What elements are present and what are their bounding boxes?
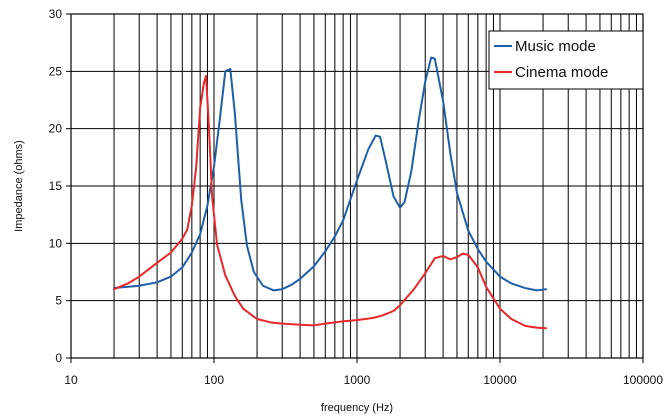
y-tick-label: 20 xyxy=(49,122,63,136)
x-tick-label: 10 xyxy=(64,373,78,387)
y-tick-label: 25 xyxy=(49,64,63,78)
axis-ticks: 0 5 10 15 20 25 30 10 100 1000 10000 100000 xyxy=(49,7,664,387)
x-tick-label: 100000 xyxy=(623,373,663,387)
x-tick-label: 100 xyxy=(204,373,224,387)
series-lines xyxy=(113,56,548,330)
y-tick-label: 15 xyxy=(49,179,63,193)
legend: Music mode Cinema mode xyxy=(488,30,644,90)
legend-box xyxy=(488,30,644,90)
y-tick-label: 30 xyxy=(49,7,63,21)
y-tick-label: 5 xyxy=(55,294,62,308)
series-line-cinema-mode xyxy=(113,74,548,330)
x-tick-label: 10000 xyxy=(483,373,517,387)
x-axis-title: frequency (Hz) xyxy=(321,402,393,414)
grid xyxy=(71,13,643,358)
x-tick-label: 1000 xyxy=(344,373,371,387)
y-axis-title: Impedance (ohms) xyxy=(13,140,25,232)
y-tick-label: 10 xyxy=(49,236,63,250)
y-tick-label: 0 xyxy=(55,351,62,365)
legend-label-cinema-mode: Cinema mode xyxy=(515,64,608,81)
legend-label-music-mode: Music mode xyxy=(515,38,596,55)
series-line-music-mode xyxy=(113,56,548,292)
